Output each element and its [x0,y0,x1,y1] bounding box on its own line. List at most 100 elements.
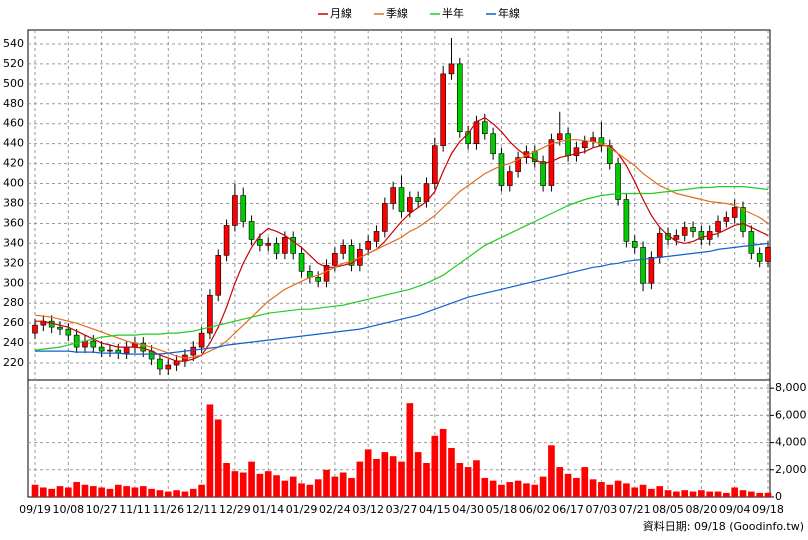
y-tick-label: 300 [3,276,24,289]
candle-body [348,245,355,266]
volume-bar [48,488,55,497]
volume-bar [498,484,505,497]
volume-bar [181,491,189,497]
footer: 資料日期: 09/18 (Goodinfo.tw) [643,519,804,533]
volume-bar [489,480,497,497]
volume-bar [381,452,389,497]
candle-body [365,241,371,250]
volume-bar [764,492,772,497]
y-tick-label: 320 [3,256,24,269]
ma-line [34,139,769,359]
x-tick-label: 06/02 [519,503,551,516]
volume-bar [681,490,689,497]
volume-bar [189,488,197,497]
volume-bar [748,491,755,497]
volume-bar [64,487,72,497]
y-tick-label: 240 [3,336,24,349]
x-tick-label: 11/26 [152,503,184,516]
candle-body [448,63,455,75]
volume-bar [506,482,514,497]
candle-body [698,231,705,240]
candle-body [640,247,646,284]
volume-bar [514,480,522,497]
volume-bar [423,462,430,497]
candle-body [681,227,688,236]
candle-body [257,239,263,246]
volume-bar [648,488,655,497]
x-tick-label: 05/18 [486,503,518,516]
x-tick-label: 04/30 [452,503,484,516]
volume-bar [564,473,572,497]
candle-body [465,131,471,144]
candle-body [165,364,172,370]
candle-body [648,257,655,284]
volume-bar [198,484,205,497]
y2-tick-label: 2,000 [775,463,807,476]
candle-body [65,328,72,336]
volume-bar [398,461,405,497]
volume-bar [73,482,80,497]
volume-bar [239,472,247,497]
candle-body [432,145,438,184]
volume-bar [339,472,347,497]
y-tick-label: 380 [3,197,24,210]
volume-bar [348,477,355,497]
volume-bar [298,483,305,497]
candle-body [340,245,346,254]
x-tick-label: 09/18 [752,503,784,516]
volume-bar [331,476,339,497]
candle-body [32,324,38,334]
volume-bar [573,477,580,497]
candle-body [540,161,546,186]
y2-tick-label: 4,000 [775,436,807,449]
candle-body [223,225,230,256]
y-tick-label: 440 [3,137,24,150]
y-tick-label: 500 [3,77,24,90]
volume-bar [164,491,172,497]
volume-bar [281,480,289,497]
candle-body [656,233,663,258]
volume-bar [756,492,764,497]
volume-bar [556,467,564,497]
volume-bar [106,488,114,497]
volume-bar [739,490,747,497]
x-tick-label: 04/15 [419,503,451,516]
x-tick-label: 11/11 [119,503,151,516]
volume-bar [98,487,105,497]
volume-bar [206,404,214,497]
candle-body [198,332,205,348]
volume-bar [581,467,589,497]
ma-line [35,242,769,355]
volume-bar [389,456,397,497]
x-tick-label: 03/27 [386,503,418,516]
candle-body [107,349,113,352]
x-tick-label: 02/24 [319,503,351,516]
candle-body [481,121,488,135]
volume-bar [431,435,439,497]
volume-bar [698,490,705,497]
x-tick-label: 01/29 [286,503,318,516]
candle-body [581,141,588,148]
candle-body [490,133,496,154]
candle-body [382,203,388,232]
candle-body [123,346,130,354]
candle-body [457,63,463,133]
volume-bar [89,486,97,497]
y-tick-label: 220 [3,356,24,369]
volume-bar [473,460,480,497]
volume-bar [364,449,372,497]
volume-bar [256,473,264,497]
candle-body [690,227,696,232]
candle-body [390,187,396,204]
volume-bar [523,483,530,497]
volume-bar [614,480,622,497]
candle-body [748,231,755,254]
y-tick-label: 420 [3,157,24,170]
candle-body [73,334,80,348]
volume-bar [639,484,647,497]
candle-body [190,346,197,356]
volume-bar [231,471,239,497]
candle-body [298,253,305,272]
volume-bar [723,492,730,497]
volume-bar [131,487,139,497]
